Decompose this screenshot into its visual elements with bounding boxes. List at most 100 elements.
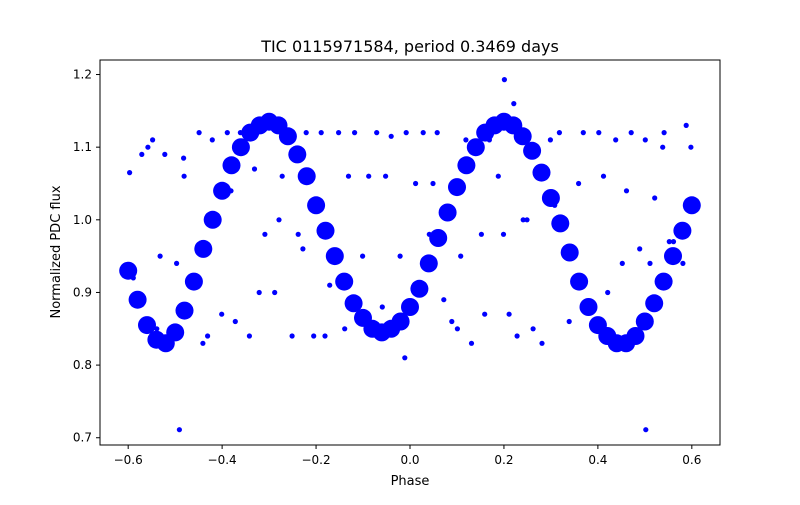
data-point	[683, 122, 689, 128]
data-point	[600, 173, 607, 179]
data-point	[184, 272, 203, 291]
data-point	[345, 173, 352, 179]
data-point	[438, 203, 457, 222]
data-point	[566, 318, 572, 325]
data-point	[138, 316, 156, 335]
data-point	[246, 333, 252, 339]
data-point	[642, 137, 648, 143]
data-point	[560, 243, 579, 262]
data-point	[539, 340, 545, 346]
data-point	[311, 333, 317, 339]
data-point	[482, 311, 488, 317]
data-point	[552, 202, 558, 208]
data-point	[300, 246, 306, 252]
data-point	[680, 260, 686, 266]
data-point	[511, 101, 517, 107]
y-tick-label: 0.9	[73, 285, 92, 299]
data-point	[379, 304, 385, 310]
data-point	[468, 340, 475, 346]
x-axis-label: Phase	[391, 474, 430, 489]
data-point	[401, 298, 419, 316]
data-point	[619, 260, 625, 266]
data-point	[466, 138, 485, 157]
data-point	[514, 333, 520, 339]
data-point	[256, 289, 262, 296]
data-point	[596, 130, 602, 136]
data-point	[288, 145, 307, 164]
x-tick-label: −0.2	[301, 453, 330, 467]
data-point	[458, 253, 464, 259]
data-point	[374, 130, 380, 136]
data-point	[530, 326, 536, 332]
data-point	[175, 301, 194, 320]
data-point	[626, 327, 645, 345]
data-point	[576, 180, 582, 187]
data-point	[344, 294, 363, 313]
data-point	[664, 247, 682, 266]
data-point	[316, 221, 335, 240]
x-tick-label: 0.6	[682, 453, 701, 467]
data-point	[654, 272, 673, 291]
data-point	[623, 188, 630, 194]
data-point	[666, 239, 672, 245]
x-axis: −0.6 −0.4 −0.2 0.0 0.2 0.4 0.6	[114, 445, 701, 467]
data-point	[580, 130, 586, 136]
data-point	[166, 323, 185, 342]
y-axis: 0.7 0.8 0.9 1.0 1.1 1.2	[73, 68, 100, 445]
data-point	[278, 127, 297, 146]
y-axis-label: Normalized PDC flux	[49, 185, 64, 318]
data-point	[419, 254, 438, 273]
data-point	[430, 180, 436, 187]
data-point	[279, 173, 285, 179]
y-tick-label: 0.8	[73, 358, 92, 372]
data-point	[130, 275, 136, 281]
data-point	[410, 279, 429, 298]
x-tick-label: −0.4	[208, 453, 237, 467]
data-point	[303, 130, 309, 136]
data-point	[441, 297, 447, 303]
data-point	[647, 260, 653, 266]
data-point	[661, 130, 667, 136]
x-tick-label: −0.6	[114, 453, 143, 467]
data-point	[224, 130, 230, 136]
data-point	[448, 178, 466, 197]
data-point	[186, 282, 192, 288]
data-point	[478, 231, 484, 237]
data-point	[501, 77, 507, 83]
data-point	[556, 130, 563, 136]
data-point	[276, 217, 282, 223]
data-point	[119, 261, 138, 280]
data-point	[652, 195, 658, 201]
data-point	[251, 166, 258, 172]
data-point	[643, 427, 649, 433]
data-point	[463, 137, 469, 143]
data-point	[127, 170, 133, 176]
data-point	[352, 130, 358, 136]
data-point	[228, 188, 234, 194]
data-point	[388, 133, 394, 139]
data-point	[232, 318, 238, 325]
data-point	[457, 156, 476, 175]
data-point	[449, 318, 455, 325]
data-point	[420, 130, 426, 136]
data-point	[500, 231, 507, 237]
data-point	[237, 130, 243, 136]
data-point	[219, 311, 225, 317]
data-point	[675, 253, 681, 259]
data-point	[551, 214, 570, 233]
data-point	[670, 239, 677, 245]
data-point	[613, 137, 619, 143]
data-point	[628, 130, 634, 136]
data-point	[325, 247, 344, 266]
x-tick-label: 0.0	[400, 453, 419, 467]
chart-title: TIC 0115971584, period 0.3469 days	[260, 37, 559, 56]
data-point	[524, 217, 530, 223]
data-point	[295, 231, 301, 237]
data-point	[495, 173, 501, 179]
data-point	[231, 138, 250, 157]
data-point	[547, 137, 554, 143]
data-point	[523, 141, 542, 160]
data-point	[682, 196, 701, 215]
data-point	[637, 246, 643, 252]
